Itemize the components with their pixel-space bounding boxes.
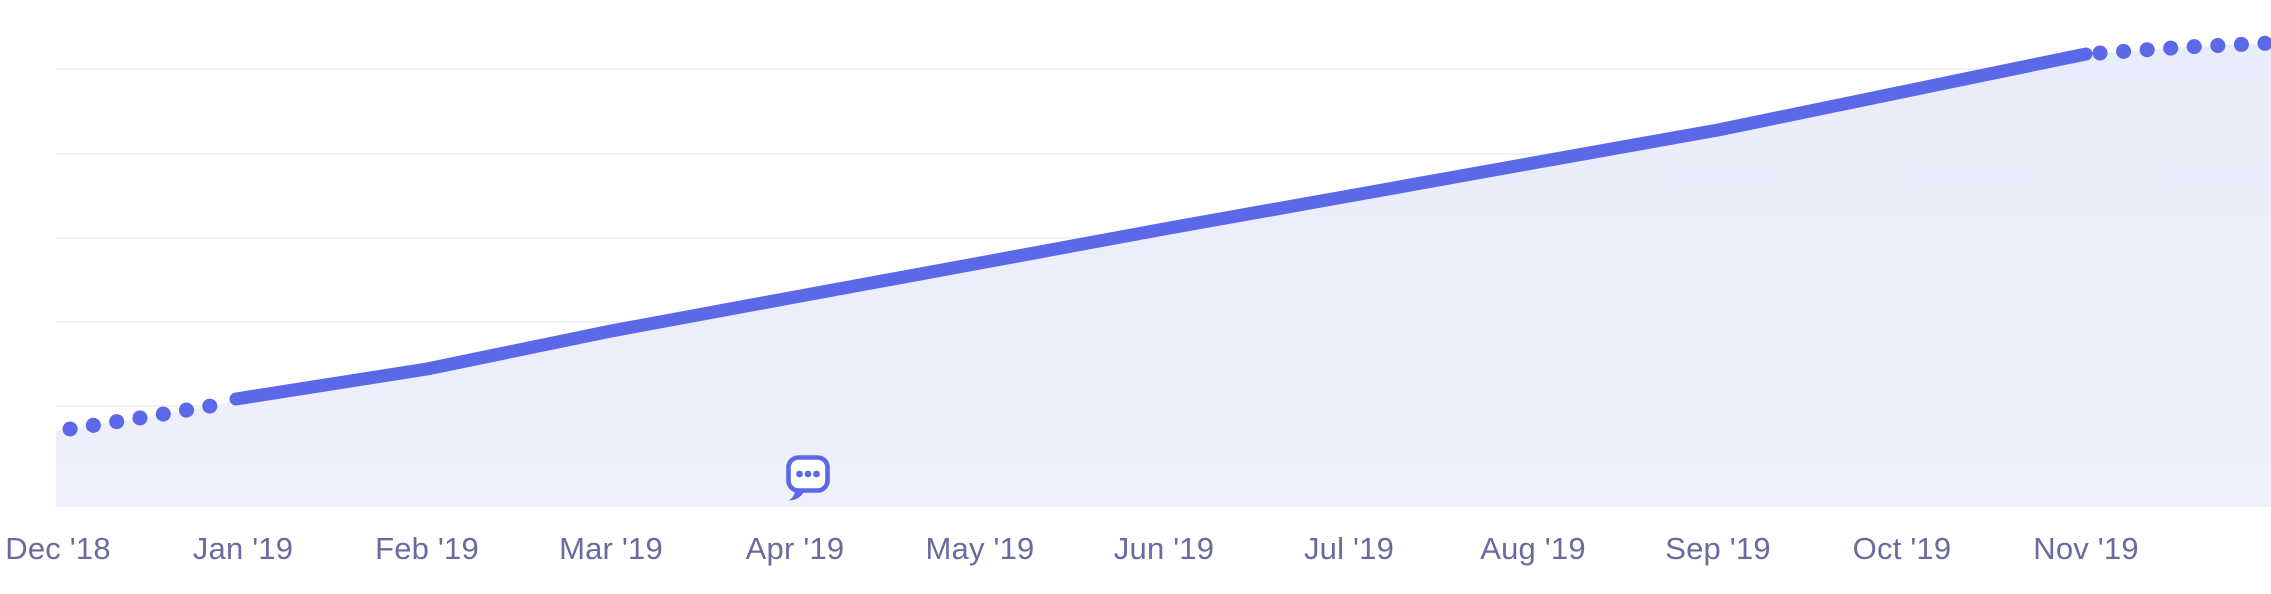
trend-line-dotted-end <box>2092 35 2271 61</box>
trend-line-dotted-start <box>62 396 230 437</box>
speech-bubble-dots-icon[interactable] <box>786 455 830 501</box>
area-fill <box>56 43 2271 507</box>
trend-line-solid <box>229 47 2093 406</box>
